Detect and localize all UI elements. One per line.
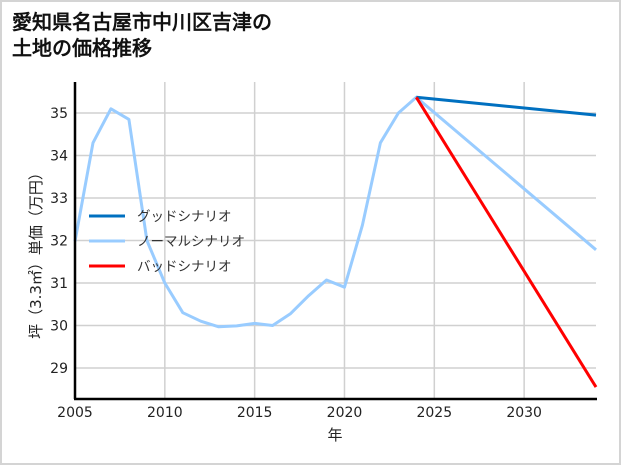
y-tick-label: 31	[50, 276, 68, 292]
x-tick-label: 2020	[327, 405, 363, 421]
series-line-2	[415, 96, 598, 388]
x-tick-label: 2005	[57, 405, 93, 421]
gridlines	[75, 82, 596, 399]
series-line-1	[73, 95, 597, 329]
y-tick-label: 30	[50, 318, 68, 334]
y-tick-label: 35	[50, 106, 68, 122]
x-axis-label: 年	[327, 426, 342, 444]
y-tick-label: 33	[50, 191, 68, 207]
y-tick-labels: 29 30 31 32 33 34 35	[50, 106, 68, 377]
chart-title-line2: 土地の価格推移	[12, 36, 152, 60]
chart-title: 愛知県名古屋市中川区吉津の 土地の価格推移	[12, 9, 272, 61]
y-tick-label: 34	[50, 149, 68, 165]
chart-title-line1: 愛知県名古屋市中川区吉津の	[12, 10, 272, 34]
x-tick-label: 2010	[147, 405, 183, 421]
series-lines	[73, 95, 598, 388]
legend-label: ノーマルシナリオ	[137, 234, 245, 250]
axes	[73, 82, 597, 401]
series-line-0	[416, 95, 597, 117]
x-tick-labels: 2005 2010 2015 2020 2025 2030	[57, 405, 542, 421]
x-tick-label: 2015	[237, 405, 273, 421]
y-axis-label: 坪（3.3㎡）単価（万円）	[27, 165, 45, 339]
y-tick-label: 29	[50, 361, 68, 377]
y-tick-label: 32	[50, 234, 68, 250]
legend-label: グッドシナリオ	[137, 209, 232, 225]
legend-label: バッドシナリオ	[137, 259, 232, 275]
x-tick-label: 2025	[416, 405, 452, 421]
x-tick-label: 2030	[506, 405, 542, 421]
